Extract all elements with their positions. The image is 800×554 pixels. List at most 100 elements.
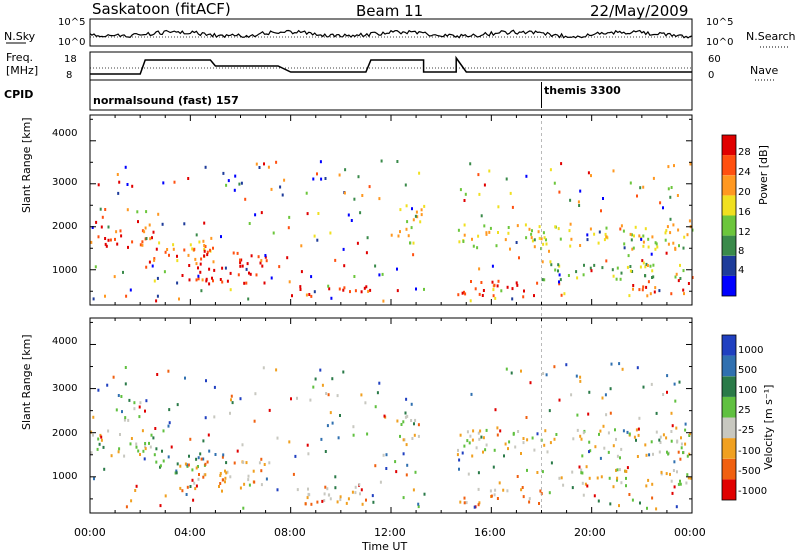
echo-cell	[250, 254, 253, 258]
panel-frame	[89, 18, 693, 47]
velocity-ytick-4000: 4000	[52, 336, 78, 347]
xaxis-label: Time UT	[362, 540, 408, 553]
echo-cell	[538, 236, 541, 240]
echo-cell	[104, 242, 107, 246]
echo-cell	[173, 180, 176, 184]
echo-cell	[658, 438, 661, 442]
echo-cell	[572, 437, 575, 441]
echo-cell	[193, 247, 196, 251]
echo-cell	[634, 225, 637, 229]
echo-cell	[131, 184, 134, 188]
echo-cell	[287, 226, 290, 230]
echo-cell	[329, 497, 332, 501]
echo-cell	[148, 260, 151, 264]
echo-cell	[97, 437, 100, 441]
echo-cell	[603, 446, 606, 450]
velocity-ytick-3000: 3000	[52, 383, 78, 394]
echo-cell	[239, 264, 242, 268]
echo-cell	[413, 433, 416, 437]
echo-cell	[480, 281, 483, 284]
echo-cell	[299, 288, 302, 291]
echo-cell	[679, 482, 682, 486]
echo-cell	[464, 292, 467, 296]
echo-cell	[176, 403, 179, 407]
echo-cell	[549, 441, 552, 445]
echo-cell	[575, 270, 578, 274]
echo-cell	[468, 441, 471, 445]
echo-cell	[664, 231, 667, 235]
echo-cell	[304, 502, 307, 506]
echo-cell	[480, 435, 483, 439]
echo-cell	[323, 499, 326, 502]
echo-cell	[409, 241, 411, 245]
echo-cell	[152, 436, 155, 440]
echo-cell	[306, 212, 309, 216]
echo-cell	[185, 493, 188, 496]
echo-cell	[155, 299, 158, 303]
echo-cell	[477, 503, 480, 507]
echo-cell	[642, 261, 645, 265]
echo-cell	[417, 505, 420, 509]
echo-cell	[376, 391, 379, 395]
echo-cell	[463, 199, 466, 202]
echo-cell	[631, 498, 634, 502]
echo-cell	[662, 433, 665, 437]
echo-cell	[456, 453, 459, 457]
echo-cell	[640, 237, 643, 241]
echo-cell	[651, 269, 654, 273]
echo-cell	[677, 482, 680, 486]
echo-cell	[419, 220, 422, 224]
echo-cell	[679, 277, 682, 280]
echo-cell	[189, 243, 192, 247]
echo-cell	[353, 197, 356, 201]
echo-cell	[557, 227, 560, 231]
echo-cell	[316, 172, 318, 176]
echo-cell	[91, 226, 94, 229]
echo-cell	[176, 259, 179, 263]
echo-cell	[479, 429, 482, 433]
echo-cell	[149, 445, 152, 449]
velocity-cbar-tick-100: 100	[738, 385, 758, 396]
echo-cell	[155, 447, 158, 451]
echo-cell	[611, 268, 614, 272]
echo-cell	[470, 392, 473, 396]
echo-cell	[405, 397, 408, 401]
echo-cell	[153, 257, 156, 261]
echo-cell	[187, 463, 190, 467]
echo-cell	[423, 287, 425, 291]
echo-cell	[550, 263, 553, 267]
echo-cell	[394, 460, 397, 464]
echo-cell	[671, 424, 674, 428]
colorbar-frame	[721, 334, 737, 501]
echo-cell	[667, 187, 670, 191]
echo-cell	[676, 470, 678, 474]
echo-cell	[339, 414, 341, 417]
echo-cell	[588, 440, 591, 444]
echo-cell	[497, 279, 500, 283]
echo-cell	[170, 445, 173, 449]
echo-cell	[478, 267, 481, 271]
echo-cell	[669, 231, 672, 235]
echo-cell	[494, 296, 497, 300]
echo-cell	[405, 227, 408, 231]
echo-cell	[92, 433, 94, 437]
echo-cell	[342, 247, 345, 251]
velocity-cbar-tick-minus25: -25	[738, 425, 755, 436]
echo-cell	[96, 447, 99, 451]
echo-cell	[605, 413, 608, 417]
echo-cell	[361, 194, 364, 197]
echo-cell	[106, 383, 109, 387]
echo-cell	[245, 267, 248, 271]
echo-cell	[402, 420, 405, 424]
power-cbar-tick-20: 20	[738, 187, 751, 198]
echo-cell	[550, 461, 553, 465]
echo-cell	[675, 272, 678, 276]
echo-cell	[526, 468, 528, 472]
echo-cell	[638, 234, 641, 238]
echo-cell	[200, 457, 203, 461]
echo-cell	[229, 475, 232, 479]
colorbar-swatch	[722, 335, 736, 356]
echo-cell	[672, 223, 675, 227]
echo-cell	[612, 485, 615, 489]
